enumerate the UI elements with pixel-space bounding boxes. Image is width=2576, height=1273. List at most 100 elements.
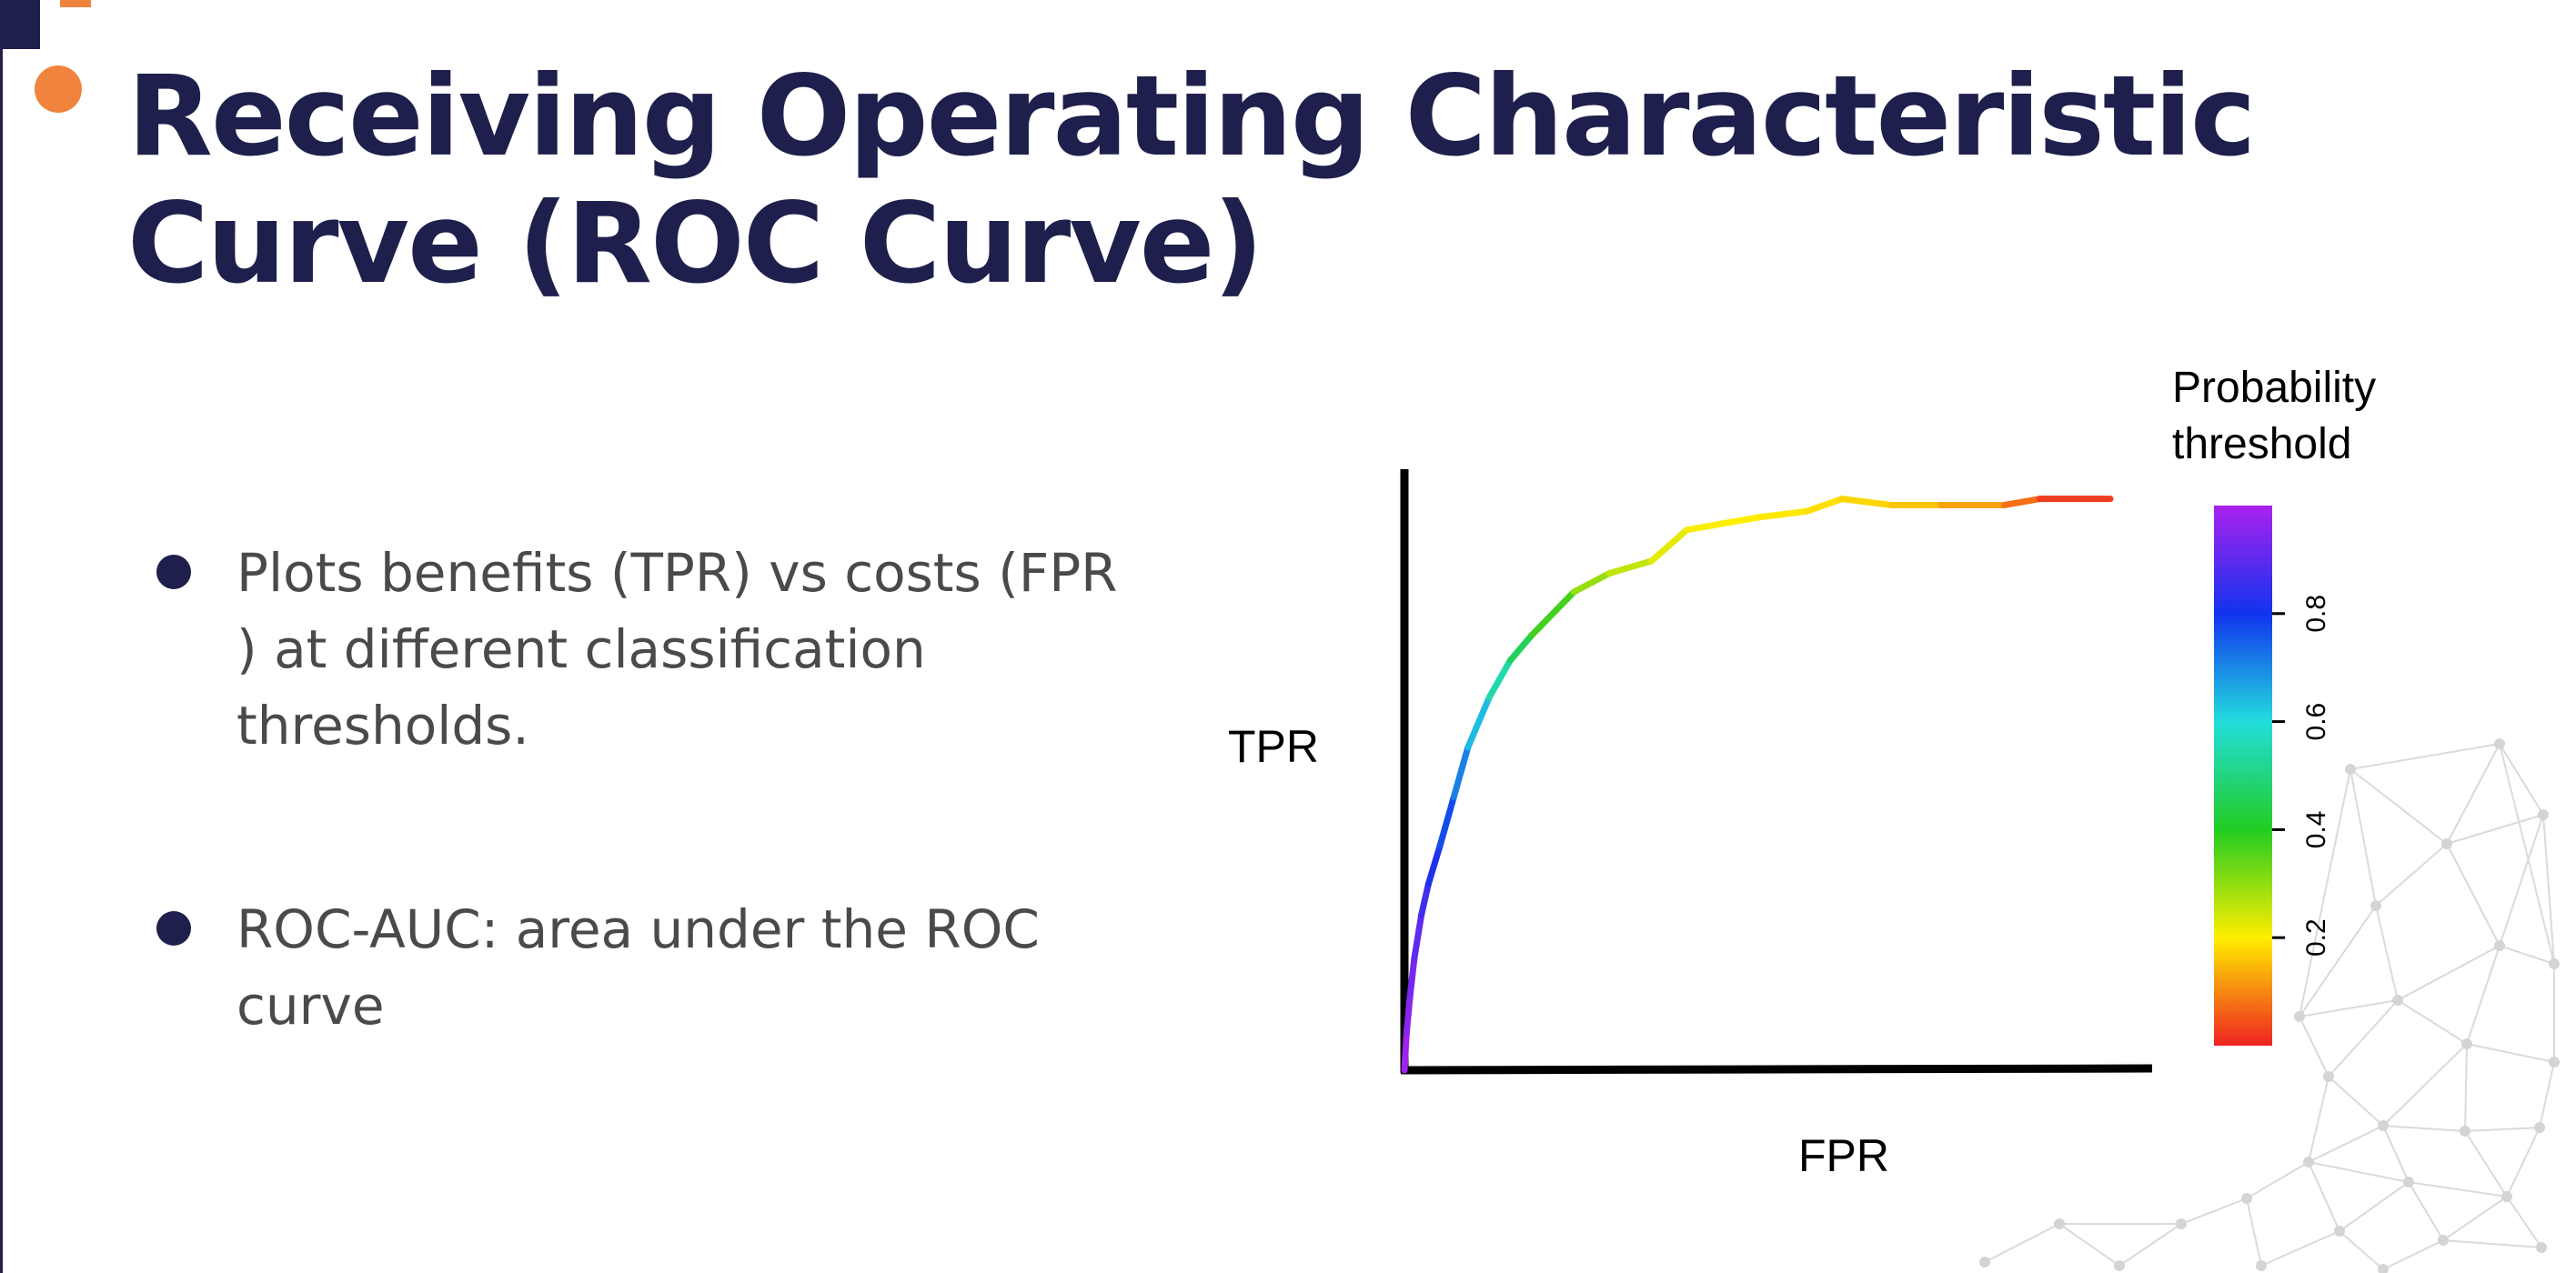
network-edge <box>2382 1125 2410 1183</box>
network-edge <box>2246 1161 2309 1199</box>
roc-curve-segment <box>1683 520 1726 534</box>
roc-curve-segment <box>1506 632 1535 664</box>
network-edge <box>2539 1061 2555 1128</box>
colorbar <box>2214 506 2272 1046</box>
network-edge <box>2308 1125 2384 1163</box>
network-edge <box>2442 1196 2508 1241</box>
roc-curve-segment <box>1411 911 1425 962</box>
network-edge <box>2118 1223 2182 1267</box>
roc-curve-segment <box>1418 880 1432 918</box>
network-edge <box>2397 945 2501 1001</box>
network-edge <box>2375 905 2399 1001</box>
colorbar-tick-label: 0.8 <box>2301 595 2331 633</box>
network-node <box>2538 809 2549 820</box>
title-accent-dot <box>35 65 82 113</box>
bullet-item: ROC-AUC: area under the ROC curve <box>146 891 1146 1044</box>
colorbar-tick-label: 0.4 <box>2301 811 2331 849</box>
network-edge <box>2466 945 2501 1045</box>
network-node <box>2345 764 2356 775</box>
network-node <box>2438 1235 2449 1246</box>
bullet-text: ROC-AUC: area under the ROC curve <box>236 898 1040 1037</box>
network-node <box>2334 1226 2345 1237</box>
network-edge <box>2499 743 2544 816</box>
network-edge <box>2260 1230 2340 1267</box>
network-edge <box>2464 1130 2508 1198</box>
network-node <box>2176 1218 2187 1229</box>
roc-curve-segment <box>1403 992 1414 1037</box>
bullet-list: Plots benefits (TPR) vs costs (FPR ) at … <box>146 535 1146 1044</box>
network-edge <box>2299 1016 2329 1078</box>
network-edge <box>2446 743 2501 845</box>
roc-curve-segment <box>1406 955 1418 999</box>
network-node <box>2392 995 2403 1006</box>
network-edge <box>2499 814 2544 947</box>
network-edge <box>2299 905 2377 1017</box>
roc-curve-segment <box>1803 496 1846 515</box>
network-node <box>2549 1057 2560 1068</box>
roc-curve <box>1401 496 2114 1074</box>
roc-curve-segment <box>1838 496 1895 508</box>
colorbar-ticks: 0.2 0.4 0.6 0.8 <box>2272 595 2331 957</box>
network-node <box>2549 958 2560 969</box>
network-edge <box>2308 1161 2340 1232</box>
network-edge <box>2506 1127 2541 1198</box>
roc-curve-segment <box>1718 514 1761 527</box>
left-edge-rule <box>0 0 3 1273</box>
slide-title: Receiving Operating Characteristic Curve… <box>127 52 2256 308</box>
roc-curve-segment <box>2001 496 2043 508</box>
network-edge <box>2308 1161 2410 1183</box>
network-edge <box>2446 843 2501 947</box>
roc-curve-segment <box>1436 793 1457 850</box>
network-edge <box>2408 1181 2508 1198</box>
roc-curve-segment <box>1648 526 1690 565</box>
roc-curve-segment <box>1570 570 1613 596</box>
network-node <box>2501 1191 2512 1202</box>
network-edge <box>2382 1043 2468 1127</box>
network-edge <box>2350 743 2501 770</box>
network-node <box>2378 1120 2389 1131</box>
network-edge <box>2328 1076 2384 1127</box>
network-node <box>2441 838 2452 849</box>
network-edge <box>2350 768 2448 845</box>
roc-curve-segment <box>1485 657 1514 701</box>
network-node <box>2323 1071 2334 1082</box>
roc-curve-segment <box>1464 694 1493 751</box>
network-edge <box>2350 768 2377 907</box>
colorbar-tick-label: 0.2 <box>2301 918 2331 957</box>
network-node <box>2536 1242 2547 1253</box>
roc-curve-segment <box>1605 557 1655 577</box>
network-edge <box>1984 1223 2060 1263</box>
roc-curve-segment <box>1424 843 1444 887</box>
network-node <box>2494 940 2505 951</box>
x-axis-label: FPR <box>1798 1130 1889 1181</box>
network-node <box>2378 1264 2389 1273</box>
network-edge <box>2506 1196 2542 1248</box>
network-node <box>2303 1157 2314 1168</box>
colorbar-title-line: Probability <box>2172 364 2376 412</box>
bullet-item: Plots benefits (TPR) vs costs (FPR ) at … <box>146 535 1146 764</box>
bullet-dot <box>156 911 191 946</box>
network-edge <box>2299 999 2399 1017</box>
network-edge <box>2464 1127 2541 1132</box>
network-node <box>2370 900 2381 911</box>
colorbar-title-line: threshold <box>2172 420 2351 468</box>
network-node <box>1979 1257 1990 1268</box>
network-edge <box>2328 999 2399 1078</box>
roc-curve-segment <box>1528 588 1577 639</box>
network-node <box>2114 1260 2125 1271</box>
network-edge <box>2397 999 2468 1045</box>
network-node <box>2403 1177 2414 1188</box>
network-edge <box>2408 1181 2444 1241</box>
network-edge <box>2339 1230 2384 1270</box>
bullet-dot <box>156 555 191 589</box>
network-node <box>2534 1122 2545 1133</box>
roc-curve-segment <box>1450 744 1472 800</box>
network-edge <box>2442 1239 2542 1248</box>
roc-curve-segment <box>1401 1029 1410 1074</box>
network-edge <box>2339 1181 2410 1232</box>
corner-square-decoration <box>0 0 40 49</box>
corner-accent-decoration <box>60 0 91 7</box>
